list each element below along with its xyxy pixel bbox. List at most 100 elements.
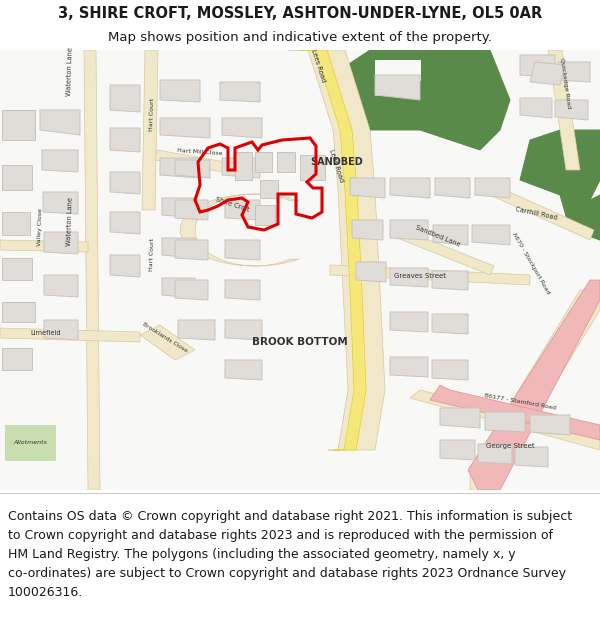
Polygon shape (160, 118, 210, 138)
Polygon shape (300, 155, 325, 180)
Polygon shape (330, 50, 440, 130)
Text: Carrhill Road: Carrhill Road (514, 206, 557, 221)
Text: Valley Close: Valley Close (37, 208, 43, 246)
Polygon shape (375, 60, 420, 95)
Polygon shape (175, 280, 208, 300)
Polygon shape (0, 240, 88, 252)
Text: B6177 - Stamford Road: B6177 - Stamford Road (484, 393, 556, 411)
Polygon shape (162, 198, 198, 218)
Polygon shape (110, 212, 140, 234)
Polygon shape (478, 444, 512, 464)
Polygon shape (162, 238, 195, 258)
Polygon shape (432, 271, 468, 290)
Text: Allotments: Allotments (13, 441, 47, 446)
Polygon shape (225, 200, 260, 220)
Polygon shape (470, 290, 600, 490)
Polygon shape (110, 128, 140, 152)
Polygon shape (433, 225, 468, 245)
Text: Lees Road: Lees Road (310, 49, 326, 83)
Polygon shape (390, 357, 428, 377)
Polygon shape (330, 265, 530, 285)
Polygon shape (548, 50, 580, 170)
Text: Hart Court: Hart Court (149, 238, 155, 271)
Polygon shape (560, 195, 600, 240)
Polygon shape (222, 118, 262, 138)
Polygon shape (520, 130, 600, 200)
Polygon shape (2, 165, 32, 190)
Polygon shape (43, 192, 78, 214)
Polygon shape (390, 226, 494, 275)
Polygon shape (530, 62, 565, 85)
Polygon shape (2, 302, 35, 322)
Text: Shire Croft: Shire Croft (214, 196, 250, 213)
Text: co-ordinates) are subject to Crown copyright and database rights 2023 Ordnance S: co-ordinates) are subject to Crown copyr… (8, 567, 566, 580)
Text: Sandbed Lane: Sandbed Lane (415, 224, 461, 248)
Polygon shape (420, 50, 510, 150)
Text: Limefield: Limefield (30, 330, 61, 336)
Polygon shape (84, 50, 100, 490)
Polygon shape (175, 160, 210, 178)
Text: 3, SHIRE CROFT, MOSSLEY, ASHTON-UNDER-LYNE, OL5 0AR: 3, SHIRE CROFT, MOSSLEY, ASHTON-UNDER-LY… (58, 6, 542, 21)
Polygon shape (435, 178, 470, 198)
Polygon shape (2, 110, 35, 140)
Polygon shape (5, 425, 55, 460)
Text: Waterton Lane: Waterton Lane (66, 197, 74, 246)
Polygon shape (255, 152, 272, 172)
Polygon shape (390, 178, 430, 198)
Polygon shape (140, 325, 195, 360)
Text: Lees Road: Lees Road (328, 149, 344, 183)
Polygon shape (530, 415, 570, 435)
Text: George Street: George Street (485, 443, 535, 449)
Polygon shape (356, 262, 386, 282)
Polygon shape (162, 278, 195, 298)
Text: Quickedge Road: Quickedge Road (559, 58, 571, 109)
Polygon shape (490, 185, 594, 240)
Polygon shape (558, 62, 590, 82)
Polygon shape (440, 440, 475, 460)
Polygon shape (44, 232, 78, 254)
Polygon shape (0, 328, 140, 342)
Text: A670 - Stockport Road: A670 - Stockport Road (511, 231, 551, 295)
Polygon shape (2, 348, 32, 370)
Polygon shape (155, 150, 242, 175)
Polygon shape (520, 98, 552, 118)
Polygon shape (42, 150, 78, 172)
Polygon shape (44, 275, 78, 297)
Polygon shape (160, 158, 200, 178)
Polygon shape (390, 312, 428, 332)
Polygon shape (220, 82, 260, 102)
Text: Brooklands Close: Brooklands Close (142, 321, 188, 353)
Text: Contains OS data © Crown copyright and database right 2021. This information is : Contains OS data © Crown copyright and d… (8, 510, 572, 523)
Polygon shape (350, 178, 385, 198)
Polygon shape (110, 172, 140, 194)
Polygon shape (260, 180, 278, 198)
Polygon shape (2, 212, 30, 235)
Polygon shape (225, 320, 262, 340)
Polygon shape (110, 255, 140, 277)
Polygon shape (225, 360, 262, 380)
Polygon shape (390, 220, 428, 240)
Polygon shape (175, 200, 208, 220)
Text: 100026316.: 100026316. (8, 586, 83, 599)
Polygon shape (410, 390, 600, 450)
Polygon shape (142, 50, 158, 210)
Text: HM Land Registry. The polygons (including the associated geometry, namely x, y: HM Land Registry. The polygons (includin… (8, 548, 515, 561)
Polygon shape (432, 360, 468, 380)
Polygon shape (175, 240, 208, 260)
Polygon shape (520, 55, 555, 77)
Polygon shape (277, 152, 295, 172)
Polygon shape (222, 158, 260, 178)
Polygon shape (352, 220, 383, 240)
Polygon shape (485, 412, 525, 432)
Text: to Crown copyright and database rights 2023 and is reproduced with the permissio: to Crown copyright and database rights 2… (8, 529, 553, 542)
Polygon shape (475, 178, 510, 198)
Text: Greaves Street: Greaves Street (394, 273, 446, 279)
Polygon shape (180, 194, 299, 266)
Polygon shape (110, 85, 140, 112)
Polygon shape (44, 320, 78, 340)
Polygon shape (375, 75, 420, 100)
Polygon shape (225, 280, 260, 300)
Polygon shape (515, 447, 548, 467)
Text: Hart Court: Hart Court (149, 98, 155, 131)
Polygon shape (2, 258, 32, 280)
